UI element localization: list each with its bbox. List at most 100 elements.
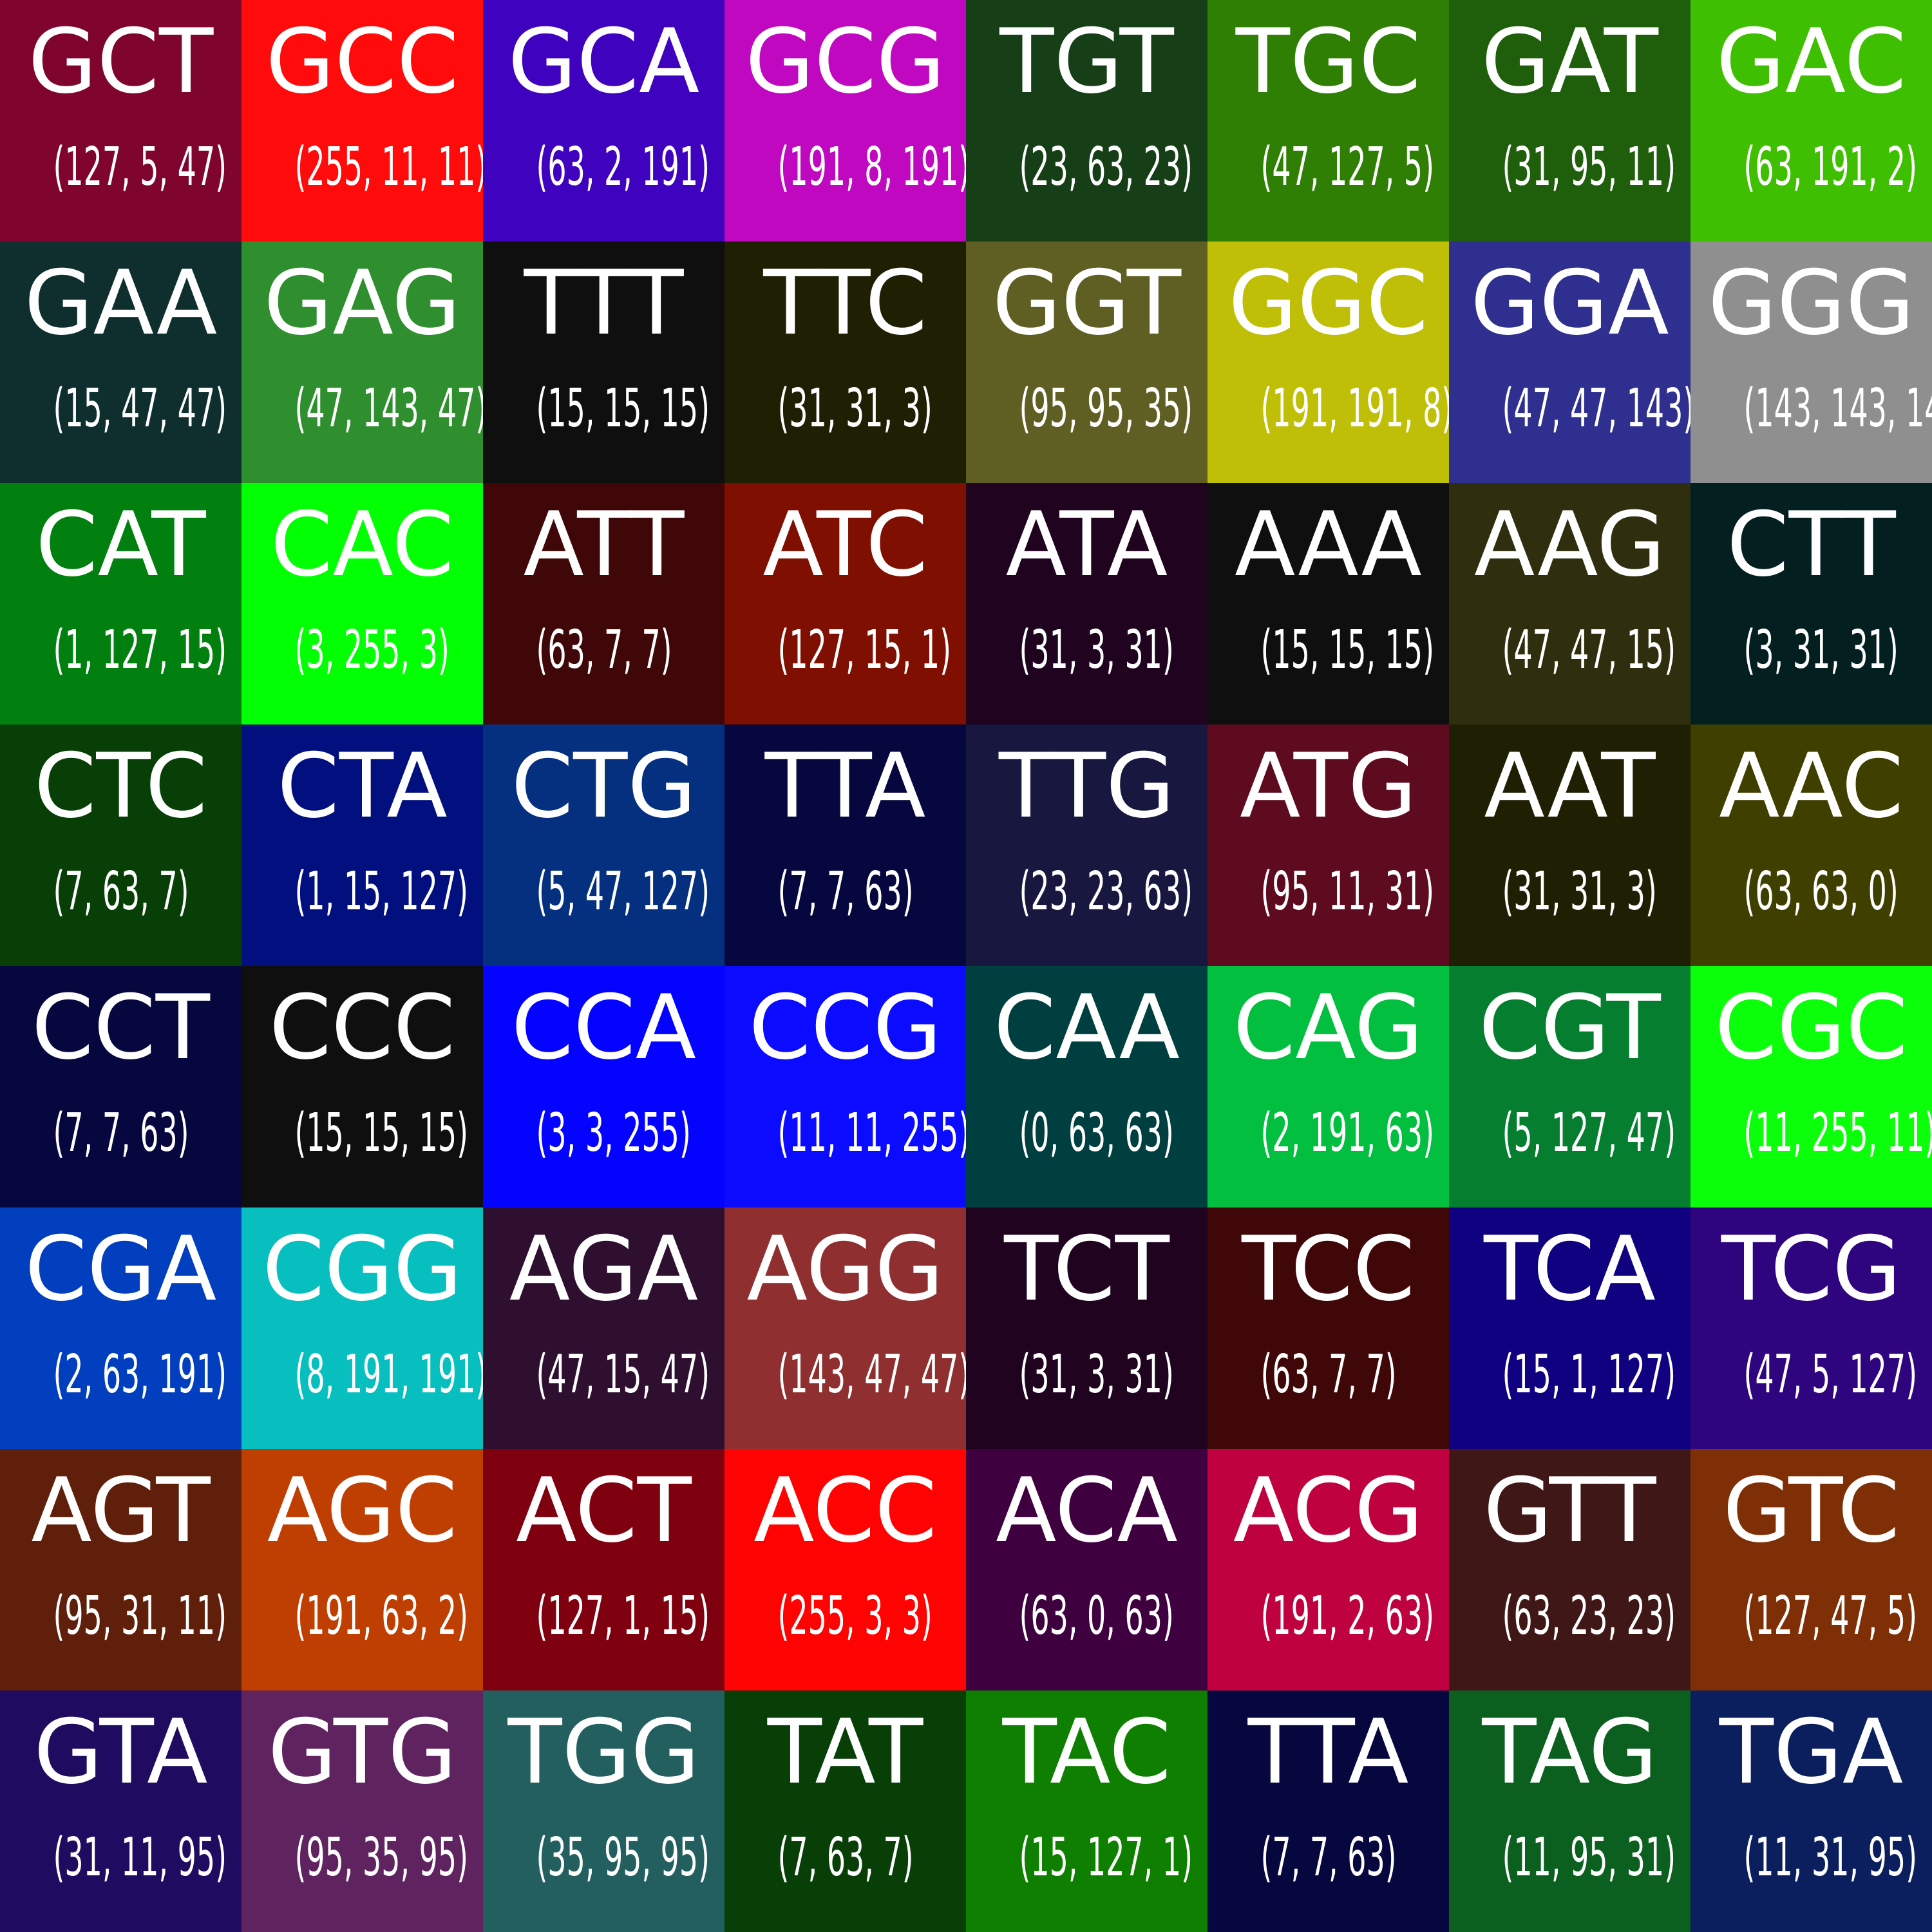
codon-cell: GGC (191, 191, 8) xyxy=(1208,242,1449,483)
codon-cell: CTA (1, 15, 127) xyxy=(242,724,483,966)
codon-cell: TTA (7, 7, 63) xyxy=(724,724,966,966)
rgb-value: (3, 31, 31) xyxy=(1743,620,1899,681)
rgb-value: (3, 255, 3) xyxy=(294,620,450,681)
codon-cell: AAC (63, 63, 0) xyxy=(1690,724,1932,966)
rgb-value: (63, 0, 63) xyxy=(1019,1586,1174,1647)
rgb-value: (7, 63, 7) xyxy=(53,861,189,922)
codon-cell: ACT (127, 1, 15) xyxy=(483,1449,724,1690)
rgb-value: (0, 63, 63) xyxy=(1019,1103,1174,1164)
codon-cell: CGT (5, 127, 47) xyxy=(1449,966,1690,1208)
codon-cell: CAA (0, 63, 63) xyxy=(966,966,1208,1208)
codon-cell: GCT (127, 5, 47) xyxy=(0,0,242,242)
rgb-value: (11, 95, 31) xyxy=(1502,1827,1676,1888)
codon-label: AGC xyxy=(267,1459,458,1562)
codon-cell: AAG (47, 47, 15) xyxy=(1449,483,1690,724)
codon-cell: AGT (95, 31, 11) xyxy=(0,1449,242,1690)
rgb-value: (191, 2, 63) xyxy=(1260,1586,1435,1647)
codon-cell: AAA (15, 15, 15) xyxy=(1208,483,1449,724)
codon-label: GCA xyxy=(507,10,700,113)
codon-cell: TGT (23, 63, 23) xyxy=(966,0,1208,242)
codon-cell: AGA (47, 15, 47) xyxy=(483,1208,724,1449)
rgb-value: (15, 127, 1) xyxy=(1019,1827,1193,1888)
rgb-value: (31, 31, 3) xyxy=(777,378,933,439)
codon-label: ATG xyxy=(1240,734,1417,838)
rgb-value: (47, 47, 15) xyxy=(1502,620,1676,681)
rgb-value: (31, 3, 31) xyxy=(1019,620,1174,681)
rgb-value: (47, 5, 127) xyxy=(1743,1344,1918,1405)
codon-label: CTG xyxy=(511,734,697,838)
codon-label: CGT xyxy=(1479,976,1661,1079)
codon-cell: TGG (35, 95, 95) xyxy=(483,1690,724,1932)
rgb-value: (47, 47, 143) xyxy=(1502,378,1691,439)
codon-label: AAA xyxy=(1235,493,1422,596)
codon-cell: GTA (31, 11, 95) xyxy=(0,1690,242,1932)
codon-label: CAG xyxy=(1233,976,1424,1079)
rgb-value: (5, 127, 47) xyxy=(1502,1103,1676,1164)
codon-label: AGA xyxy=(509,1217,699,1321)
codon-cell: CTC (7, 63, 7) xyxy=(0,724,242,966)
codon-cell: TTC (31, 31, 3) xyxy=(724,242,966,483)
rgb-value: (11, 11, 255) xyxy=(777,1103,967,1164)
codon-label: AGT xyxy=(31,1459,211,1562)
codon-cell: TAG (11, 95, 31) xyxy=(1449,1690,1690,1932)
rgb-value: (143, 143, 143) xyxy=(1743,378,1932,439)
codon-label: TCC xyxy=(1242,1217,1415,1321)
codon-cell: CCA (3, 3, 255) xyxy=(483,966,724,1208)
codon-cell: TCC (63, 7, 7) xyxy=(1208,1208,1449,1449)
codon-label: TTC xyxy=(763,251,927,355)
codon-label: GCT xyxy=(28,10,214,113)
codon-label: GAA xyxy=(24,251,218,355)
codon-cell: TTA (7, 7, 63) xyxy=(1208,1690,1449,1932)
codon-cell: ATT (63, 7, 7) xyxy=(483,483,724,724)
codon-label: TTA xyxy=(764,734,926,838)
rgb-value: (47, 15, 47) xyxy=(536,1344,710,1405)
codon-cell: GTC (127, 47, 5) xyxy=(1690,1449,1932,1690)
codon-label: ATC xyxy=(762,493,928,596)
codon-label: ACT xyxy=(516,1459,692,1562)
codon-label: TTG xyxy=(998,734,1175,838)
rgb-value: (2, 63, 191) xyxy=(53,1344,227,1405)
rgb-value: (35, 95, 95) xyxy=(536,1827,710,1888)
codon-label: CAT xyxy=(35,493,206,596)
rgb-value: (31, 95, 11) xyxy=(1502,137,1676,198)
codon-cell: GAT (31, 95, 11) xyxy=(1449,0,1690,242)
rgb-value: (7, 7, 63) xyxy=(1260,1827,1397,1888)
codon-cell: ATA (31, 3, 31) xyxy=(966,483,1208,724)
codon-label: GGA xyxy=(1470,251,1669,355)
rgb-value: (95, 11, 31) xyxy=(1260,861,1435,922)
codon-cell: GTT (63, 23, 23) xyxy=(1449,1449,1690,1690)
codon-label: GGT xyxy=(992,251,1182,355)
rgb-value: (15, 15, 15) xyxy=(536,378,710,439)
codon-label: CGC xyxy=(1714,976,1908,1079)
codon-label: GAC xyxy=(1716,10,1907,113)
codon-label: CCA xyxy=(511,976,697,1079)
rgb-value: (63, 7, 7) xyxy=(1260,1344,1397,1405)
codon-cell: CCT (7, 7, 63) xyxy=(0,966,242,1208)
rgb-value: (31, 11, 95) xyxy=(53,1827,227,1888)
codon-label: ACC xyxy=(753,1459,937,1562)
rgb-value: (255, 11, 11) xyxy=(294,137,484,198)
rgb-value: (15, 47, 47) xyxy=(53,378,227,439)
codon-label: TAT xyxy=(767,1700,923,1804)
codon-cell: ATG (95, 11, 31) xyxy=(1208,724,1449,966)
rgb-value: (255, 3, 3) xyxy=(777,1586,933,1647)
rgb-value: (63, 23, 23) xyxy=(1502,1586,1676,1647)
codon-label: ATA xyxy=(1005,493,1168,596)
rgb-value: (7, 63, 7) xyxy=(777,1827,914,1888)
codon-label: GTG xyxy=(267,1700,457,1804)
codon-label: TAG xyxy=(1482,1700,1658,1804)
codon-cell: CGC (11, 255, 11) xyxy=(1690,966,1932,1208)
codon-label: ACA xyxy=(996,1459,1178,1562)
codon-cell: ATC (127, 15, 1) xyxy=(724,483,966,724)
rgb-value: (11, 31, 95) xyxy=(1743,1827,1918,1888)
rgb-value: (15, 15, 15) xyxy=(1260,620,1435,681)
codon-label: TGG xyxy=(507,1700,700,1804)
codon-label: GCC xyxy=(265,10,459,113)
codon-label: CAA xyxy=(993,976,1180,1079)
codon-cell: GCC (255, 11, 11) xyxy=(242,0,483,242)
codon-cell: CTT (3, 31, 31) xyxy=(1690,483,1932,724)
codon-label: TCA xyxy=(1484,1217,1656,1321)
codon-label: AAT xyxy=(1484,734,1656,838)
codon-cell: GGT (95, 95, 35) xyxy=(966,242,1208,483)
